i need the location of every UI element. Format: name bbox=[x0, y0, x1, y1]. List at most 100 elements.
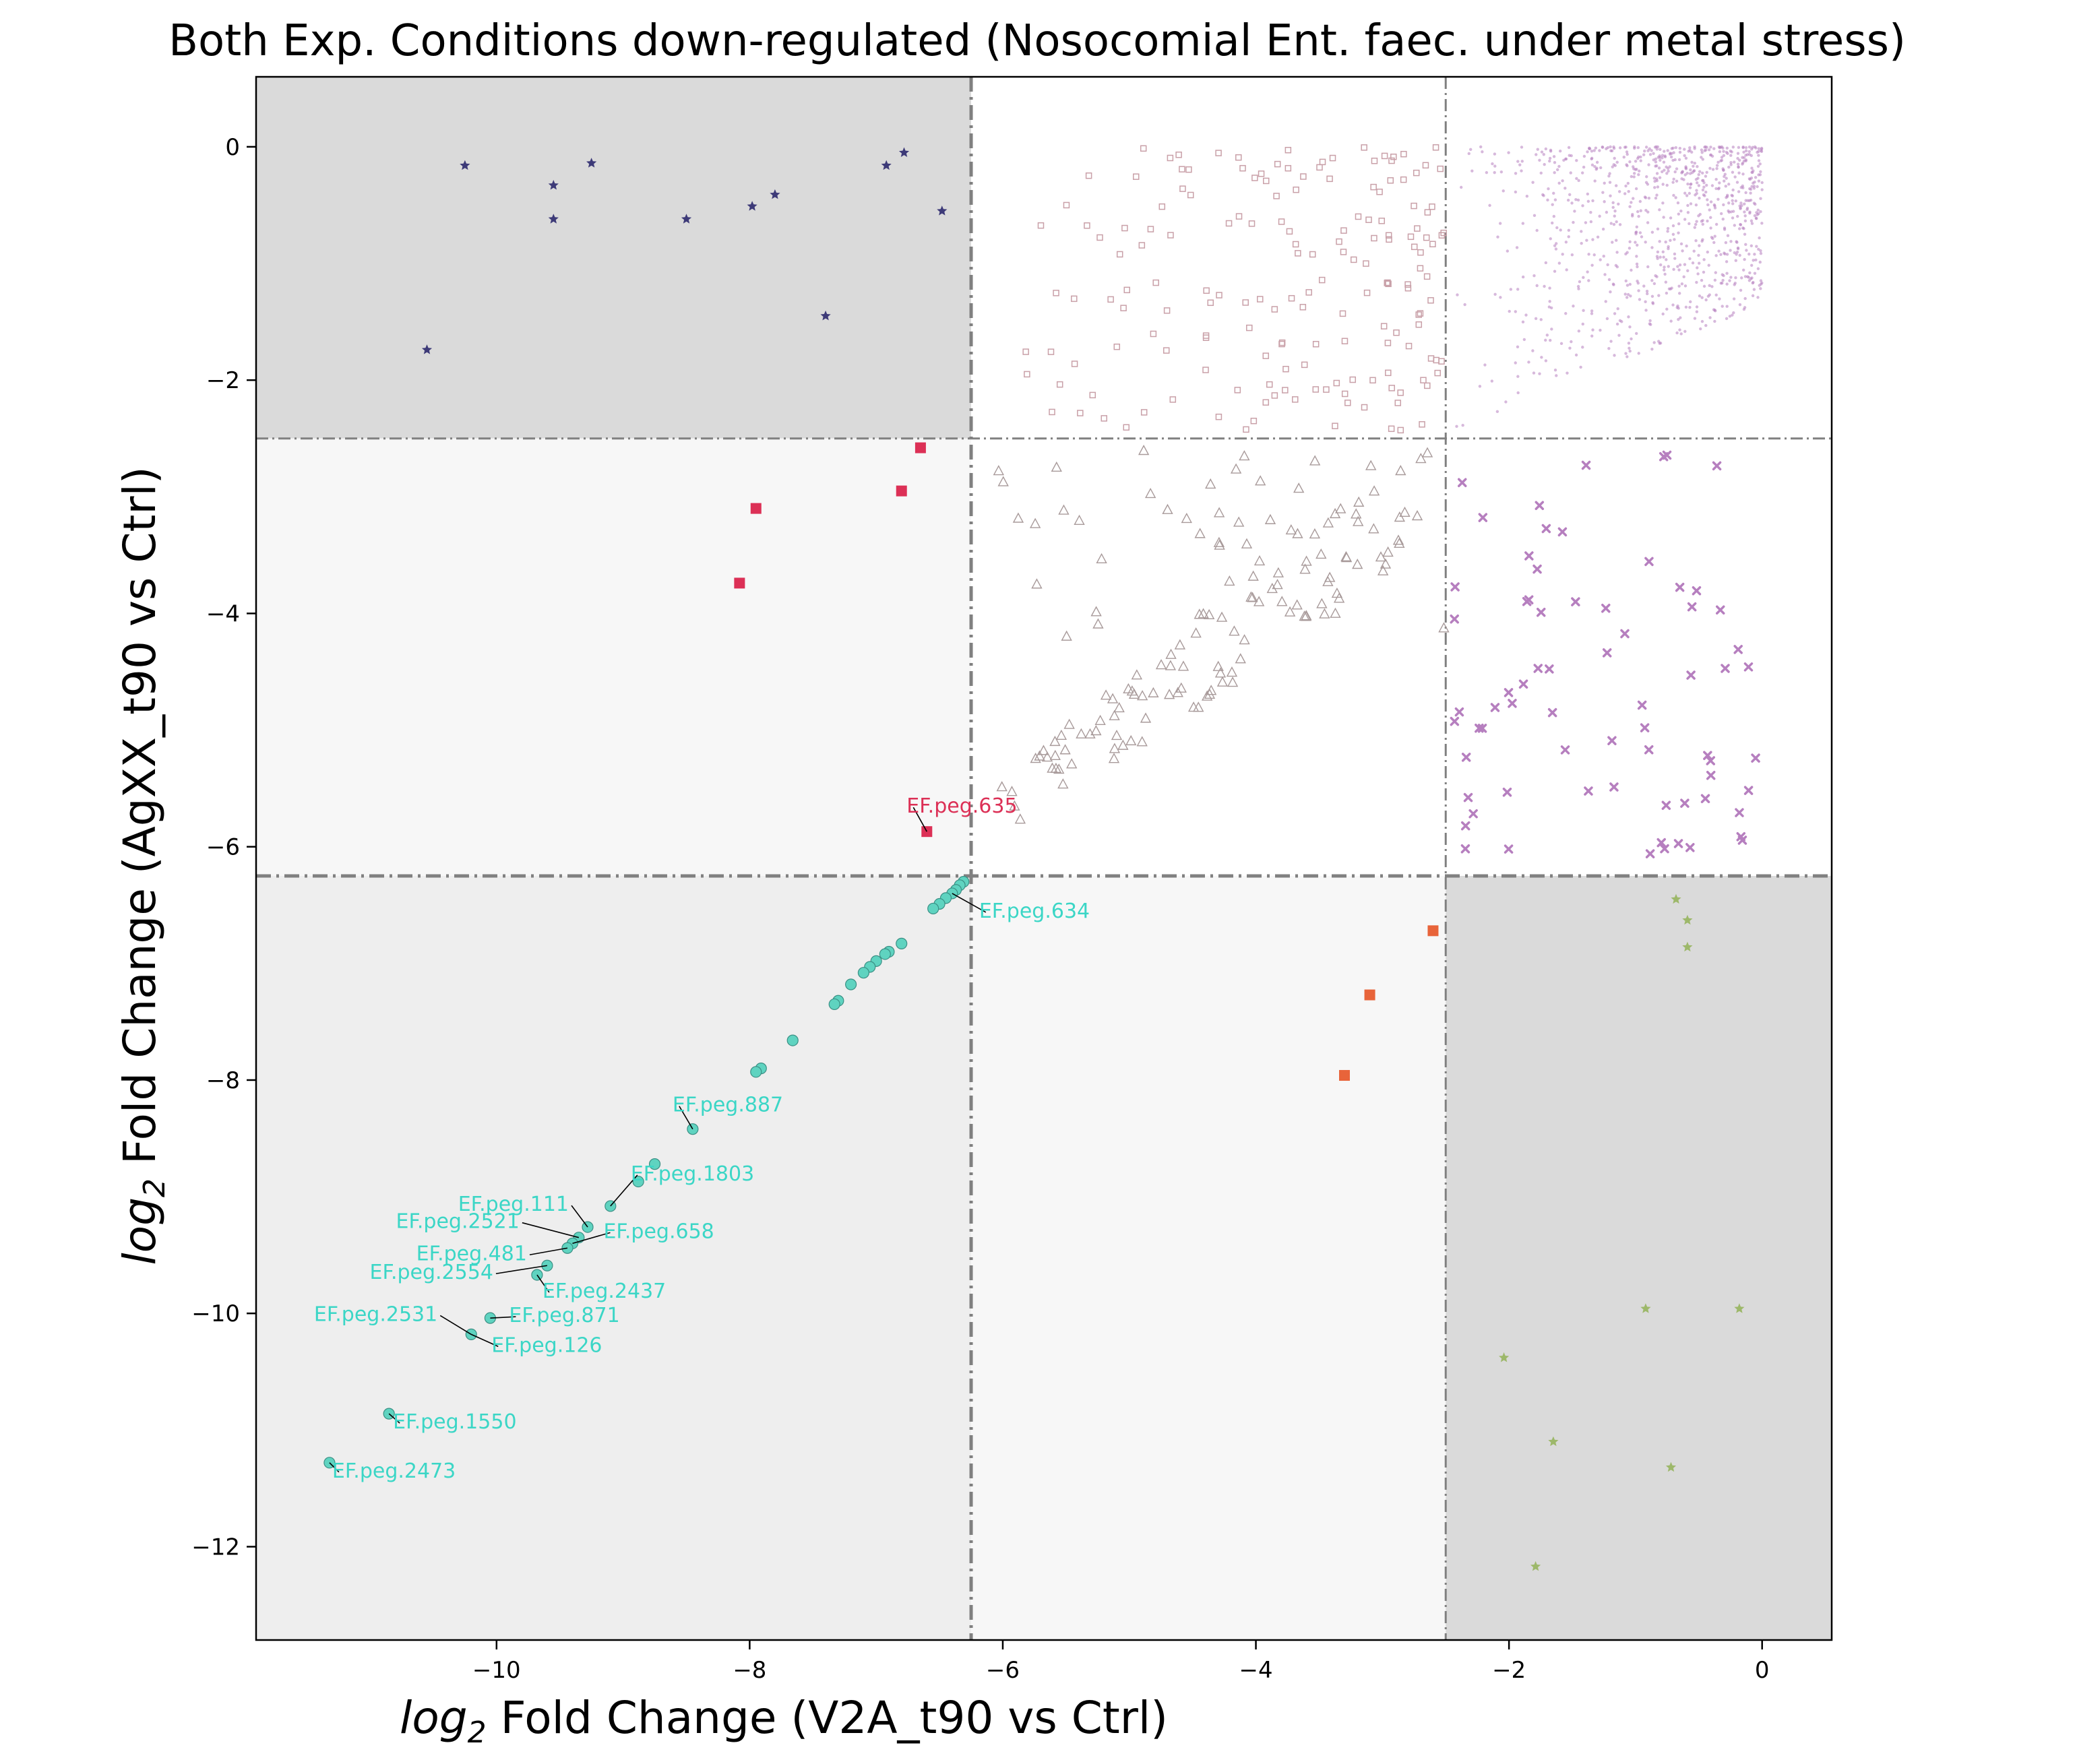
background-point bbox=[1335, 503, 1346, 513]
background-point bbox=[1116, 251, 1123, 258]
background-point bbox=[1723, 172, 1727, 176]
background-point bbox=[1716, 160, 1720, 164]
background-point bbox=[1576, 284, 1580, 288]
background-point bbox=[1463, 792, 1473, 802]
background-point bbox=[1564, 157, 1568, 161]
background-point bbox=[1567, 235, 1570, 239]
background-point bbox=[1076, 728, 1087, 738]
background-point bbox=[1301, 610, 1312, 621]
background-point bbox=[1570, 201, 1574, 205]
background-point bbox=[1725, 253, 1729, 256]
background-point bbox=[1759, 287, 1762, 290]
background-point bbox=[1599, 328, 1602, 332]
shade-region-bottom-right bbox=[1446, 875, 1832, 1640]
background-point bbox=[1683, 263, 1687, 266]
background-point bbox=[1701, 222, 1704, 226]
background-point bbox=[1123, 683, 1134, 694]
background-point bbox=[1496, 235, 1499, 239]
background-point bbox=[1711, 237, 1714, 241]
background-point bbox=[1548, 300, 1551, 303]
background-point bbox=[1574, 353, 1578, 357]
background-point bbox=[1239, 450, 1250, 461]
background-point bbox=[1743, 306, 1747, 309]
background-point bbox=[1665, 183, 1669, 187]
background-point bbox=[1163, 347, 1170, 354]
background-point bbox=[1577, 287, 1580, 290]
background-point bbox=[1741, 172, 1745, 176]
background-point bbox=[1625, 284, 1630, 287]
background-point bbox=[1756, 267, 1760, 270]
background-point bbox=[1645, 175, 1648, 179]
background-point bbox=[1745, 275, 1749, 278]
background-point bbox=[1650, 279, 1654, 282]
background-point bbox=[1715, 164, 1719, 167]
background-point bbox=[1329, 507, 1341, 519]
background-point bbox=[1575, 158, 1578, 162]
background-point bbox=[1278, 340, 1285, 348]
background-point bbox=[1558, 149, 1562, 153]
background-point bbox=[1747, 153, 1752, 156]
background-point bbox=[1397, 389, 1404, 396]
gene-label: EF.peg.1550 bbox=[393, 1410, 516, 1434]
background-point bbox=[1262, 399, 1270, 406]
background-point bbox=[1700, 239, 1704, 243]
background-point bbox=[1628, 240, 1632, 243]
background-point bbox=[1647, 163, 1650, 166]
background-point bbox=[1316, 164, 1323, 171]
background-point bbox=[1581, 204, 1584, 208]
background-point bbox=[1266, 582, 1278, 594]
background-point bbox=[1719, 212, 1723, 216]
point-agxx-down bbox=[548, 214, 559, 224]
background-point bbox=[1623, 292, 1627, 296]
background-point bbox=[1704, 298, 1708, 302]
background-point bbox=[1660, 844, 1669, 854]
background-point bbox=[1057, 778, 1069, 789]
background-point bbox=[1672, 267, 1675, 272]
background-point bbox=[1674, 146, 1678, 150]
background-point bbox=[1671, 303, 1675, 307]
background-point bbox=[1702, 185, 1706, 189]
background-point bbox=[1404, 284, 1412, 292]
background-point bbox=[1725, 317, 1729, 321]
background-point bbox=[1216, 676, 1229, 687]
background-point bbox=[1697, 214, 1700, 218]
background-point bbox=[1662, 216, 1665, 219]
background-point bbox=[1750, 222, 1754, 225]
background-point bbox=[1628, 247, 1632, 250]
background-point bbox=[1668, 152, 1672, 156]
background-point bbox=[1644, 196, 1648, 199]
background-point bbox=[1611, 165, 1614, 168]
plot-frame bbox=[255, 75, 1833, 1641]
background-point bbox=[1688, 172, 1692, 175]
background-point bbox=[1624, 352, 1628, 355]
background-point bbox=[1147, 226, 1154, 232]
background-point bbox=[1514, 172, 1518, 175]
background-point bbox=[1721, 664, 1730, 673]
background-point bbox=[1499, 170, 1504, 174]
background-point bbox=[1608, 181, 1612, 184]
background-point bbox=[1125, 734, 1137, 746]
background-point bbox=[1617, 334, 1621, 337]
background-point bbox=[1756, 185, 1759, 189]
background-point bbox=[1123, 286, 1130, 294]
background-point bbox=[1555, 168, 1559, 172]
background-point bbox=[1659, 342, 1663, 345]
background-point bbox=[1725, 177, 1728, 180]
point-agxx-only bbox=[750, 503, 762, 514]
background-point bbox=[1709, 216, 1712, 220]
background-point bbox=[1495, 410, 1499, 414]
background-point bbox=[1712, 241, 1716, 245]
background-point bbox=[1728, 315, 1732, 318]
y-tick-label: −6 bbox=[206, 834, 240, 861]
background-point bbox=[1673, 252, 1677, 256]
background-point bbox=[1694, 239, 1698, 243]
background-point bbox=[1659, 158, 1662, 162]
background-point bbox=[1584, 786, 1593, 796]
background-point bbox=[1014, 813, 1026, 824]
background-point bbox=[1258, 170, 1265, 177]
background-point bbox=[1672, 151, 1675, 154]
background-point bbox=[1669, 239, 1672, 243]
background-point bbox=[1637, 289, 1640, 292]
background-point bbox=[1594, 168, 1598, 171]
background-point bbox=[1201, 690, 1213, 701]
